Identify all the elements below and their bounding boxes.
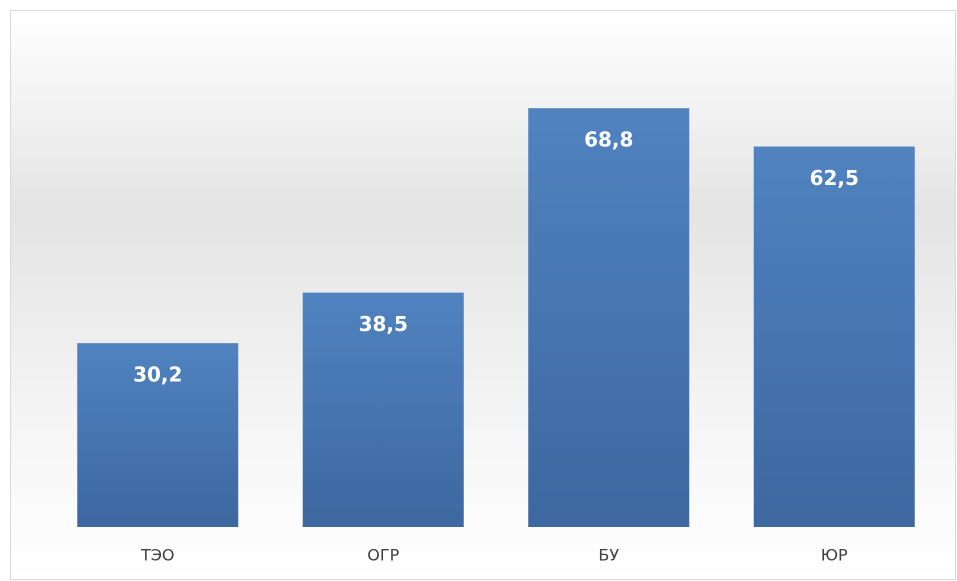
bar (302, 292, 464, 527)
x-tick-label: БУ (598, 546, 619, 565)
data-label: 30,2 (133, 363, 182, 387)
bar (77, 343, 239, 527)
data-label: 68,8 (584, 128, 633, 152)
bar (753, 146, 915, 527)
x-tick-label: ОГР (367, 546, 399, 565)
x-tick-label: ЮР (821, 546, 848, 565)
data-label: 38,5 (359, 312, 408, 336)
x-tick-label: ТЭО (140, 546, 175, 565)
data-label: 62,5 (810, 166, 859, 190)
bar (528, 108, 690, 528)
